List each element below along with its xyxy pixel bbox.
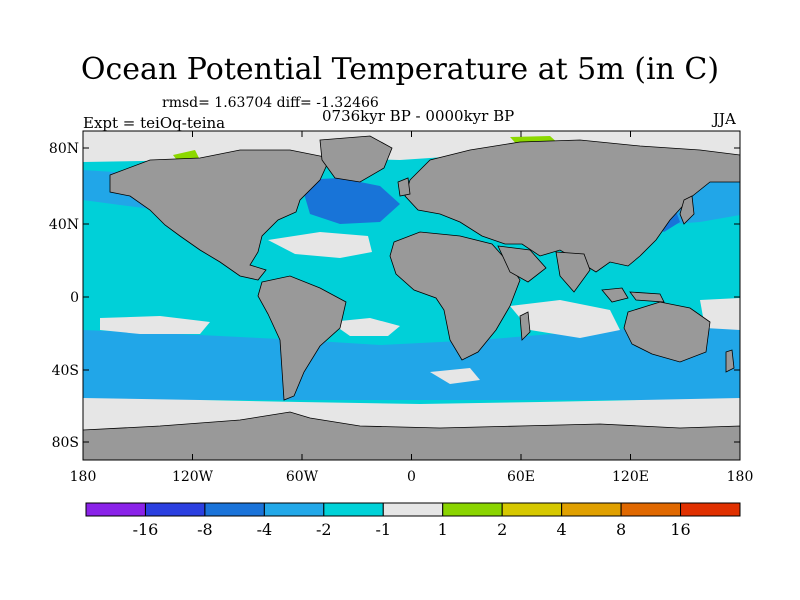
colorbar-label: 16 <box>670 520 690 539</box>
colorbar-label: -16 <box>133 520 159 539</box>
eurasia <box>404 139 740 273</box>
experiment-label: Expt = teiOq-teina <box>83 114 226 132</box>
colorbar-label: 1 <box>438 520 448 539</box>
lon-tick-label: 60E <box>507 469 535 485</box>
lon-tick-label: 0 <box>407 469 416 485</box>
north-atlantic-light <box>268 232 372 258</box>
south-pacific-light <box>100 316 210 334</box>
lon-tick-label: 60W <box>286 469 319 485</box>
lon-tick-label: 180 <box>727 469 754 485</box>
colorbar-swatch <box>323 502 384 517</box>
south-america <box>257 275 347 401</box>
lat-tick-label: 40S <box>52 363 79 379</box>
colorbar-swatch <box>620 502 682 517</box>
colorbar-label: -4 <box>257 520 273 539</box>
colorbar-swatch <box>561 502 622 517</box>
latitude-labels: 80N 40N 0 40S 80S <box>49 141 79 451</box>
greenland <box>319 135 393 183</box>
colorbar-swatch <box>680 502 741 517</box>
colorbar-swatch <box>382 502 444 517</box>
colorbar-label: 4 <box>557 520 567 539</box>
africa <box>389 231 521 361</box>
south-atlantic-light <box>330 318 400 336</box>
indian-ocean-light <box>510 300 620 338</box>
colorbar-swatch <box>263 502 325 517</box>
chart-title: Ocean Potential Temperature at 5m (in C) <box>80 52 720 87</box>
indonesia <box>601 287 665 303</box>
new-zealand <box>725 349 735 373</box>
lon-tick-label: 120W <box>172 469 214 485</box>
uk-isles <box>397 177 411 197</box>
lat-tick-label: 40N <box>49 217 79 233</box>
season-label: JJA <box>713 110 736 128</box>
colorbar <box>85 502 741 517</box>
india <box>555 251 591 293</box>
arabia <box>497 245 547 283</box>
longitude-labels: 180 120W 60W 0 60E 120E 180 <box>70 469 754 485</box>
colorbar-swatch <box>442 502 503 517</box>
north-america <box>109 149 331 281</box>
lon-tick-label: 180 <box>70 469 97 485</box>
map-field <box>83 131 740 460</box>
lat-tick-label: 0 <box>70 290 79 306</box>
colorbar-swatch <box>144 502 206 517</box>
lat-tick-label: 80S <box>52 435 79 451</box>
madagascar <box>519 311 531 341</box>
antarctica <box>83 411 740 460</box>
colorbar-label: -1 <box>375 520 391 539</box>
north-atlantic-blue <box>300 178 400 224</box>
australia <box>623 301 711 363</box>
period-label: 0736kyr BP - 0000kyr BP <box>322 107 515 125</box>
southern-ocean-patch <box>430 368 480 384</box>
colorbar-swatch <box>85 502 146 517</box>
land-masses <box>83 135 740 460</box>
lon-tick-label: 120E <box>612 469 649 485</box>
colorbar-swatch <box>501 502 563 517</box>
lat-tick-label: 80N <box>49 141 79 157</box>
colorbar-label: -2 <box>316 520 332 539</box>
colorbar-label: 8 <box>616 520 626 539</box>
axis-ticks <box>82 131 741 460</box>
colorbar-labels: -16 -8 -4 -2 -1 1 2 4 8 16 <box>133 520 691 539</box>
stats-label: rmsd= 1.63704 diff= -1.32466 <box>162 95 379 111</box>
colorbar-label: 2 <box>497 520 507 539</box>
colorbar-swatch <box>204 502 265 517</box>
colorbar-label: -8 <box>197 520 213 539</box>
japan <box>679 195 695 225</box>
southern-blue-belt <box>83 325 740 400</box>
